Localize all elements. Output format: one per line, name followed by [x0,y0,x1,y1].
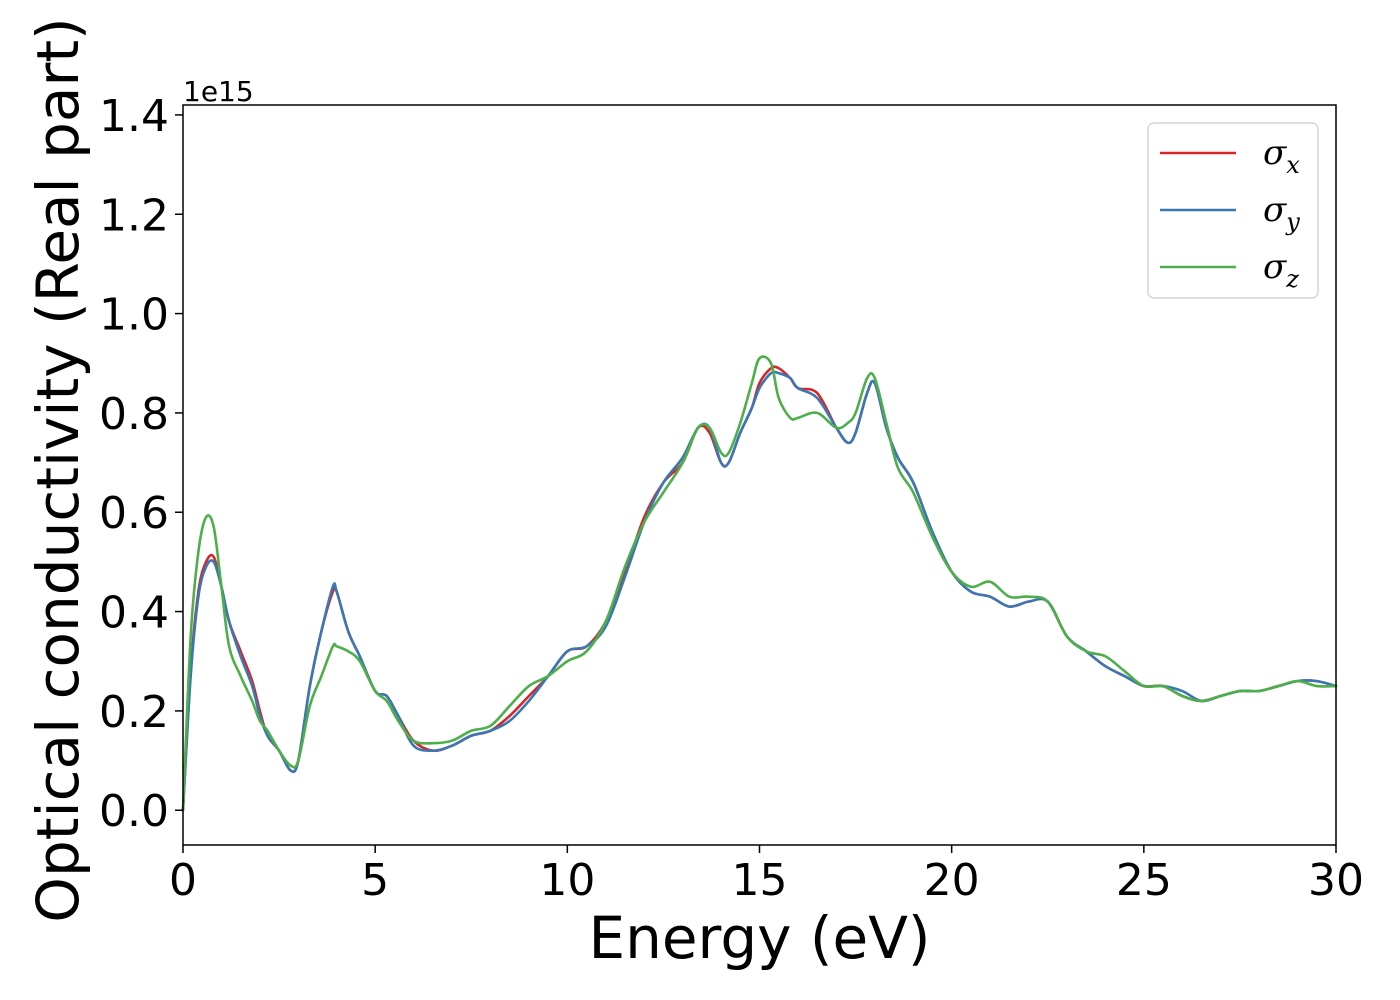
x-axis: 0 5 10 15 20 25 30 [169,845,1364,906]
y-axis-title: Optical conductivity (Real part) [24,17,92,922]
y-tick-label: 0.8 [99,389,169,440]
y-tick-label: 0.2 [99,687,169,738]
series-line-y [181,370,1338,812]
x-tick-label: 25 [1116,855,1172,906]
x-tick-label: 20 [924,855,980,906]
y-tick-label: 1.2 [99,190,169,241]
legend-symbol: σ [1263,190,1287,230]
legend-symbol: σ [1263,133,1287,173]
x-tick-label: 0 [169,855,197,906]
series-line-x [181,365,1338,812]
legend-label-y: σy [1263,190,1300,236]
x-tick-label: 5 [361,855,389,906]
x-tick-label: 15 [732,855,788,906]
y-axis: 0.0 0.2 0.4 0.6 0.8 1.0 1.2 1.4 [99,91,183,837]
legend-label-z: σz [1263,247,1299,293]
y-tick-label: 1.0 [99,290,169,341]
x-tick-label: 10 [539,855,595,906]
y-tick-label: 0.4 [99,588,169,639]
legend-subscript: z [1285,265,1299,293]
x-axis-title: Energy (eV) [588,904,930,972]
legend-subscript: x [1286,151,1300,179]
legend-subscript: y [1285,208,1300,236]
y-tick-label: 0.6 [99,488,169,539]
legend-symbol: σ [1263,247,1287,287]
legend-label-x: σx [1263,133,1300,179]
y-tick-label: 0.0 [99,786,169,837]
y-tick-label: 1.4 [99,91,169,142]
series-layer [181,355,1338,812]
x-tick-label: 30 [1308,855,1364,906]
y-offset-label: 1e15 [183,75,254,108]
series-line-z [181,355,1338,812]
